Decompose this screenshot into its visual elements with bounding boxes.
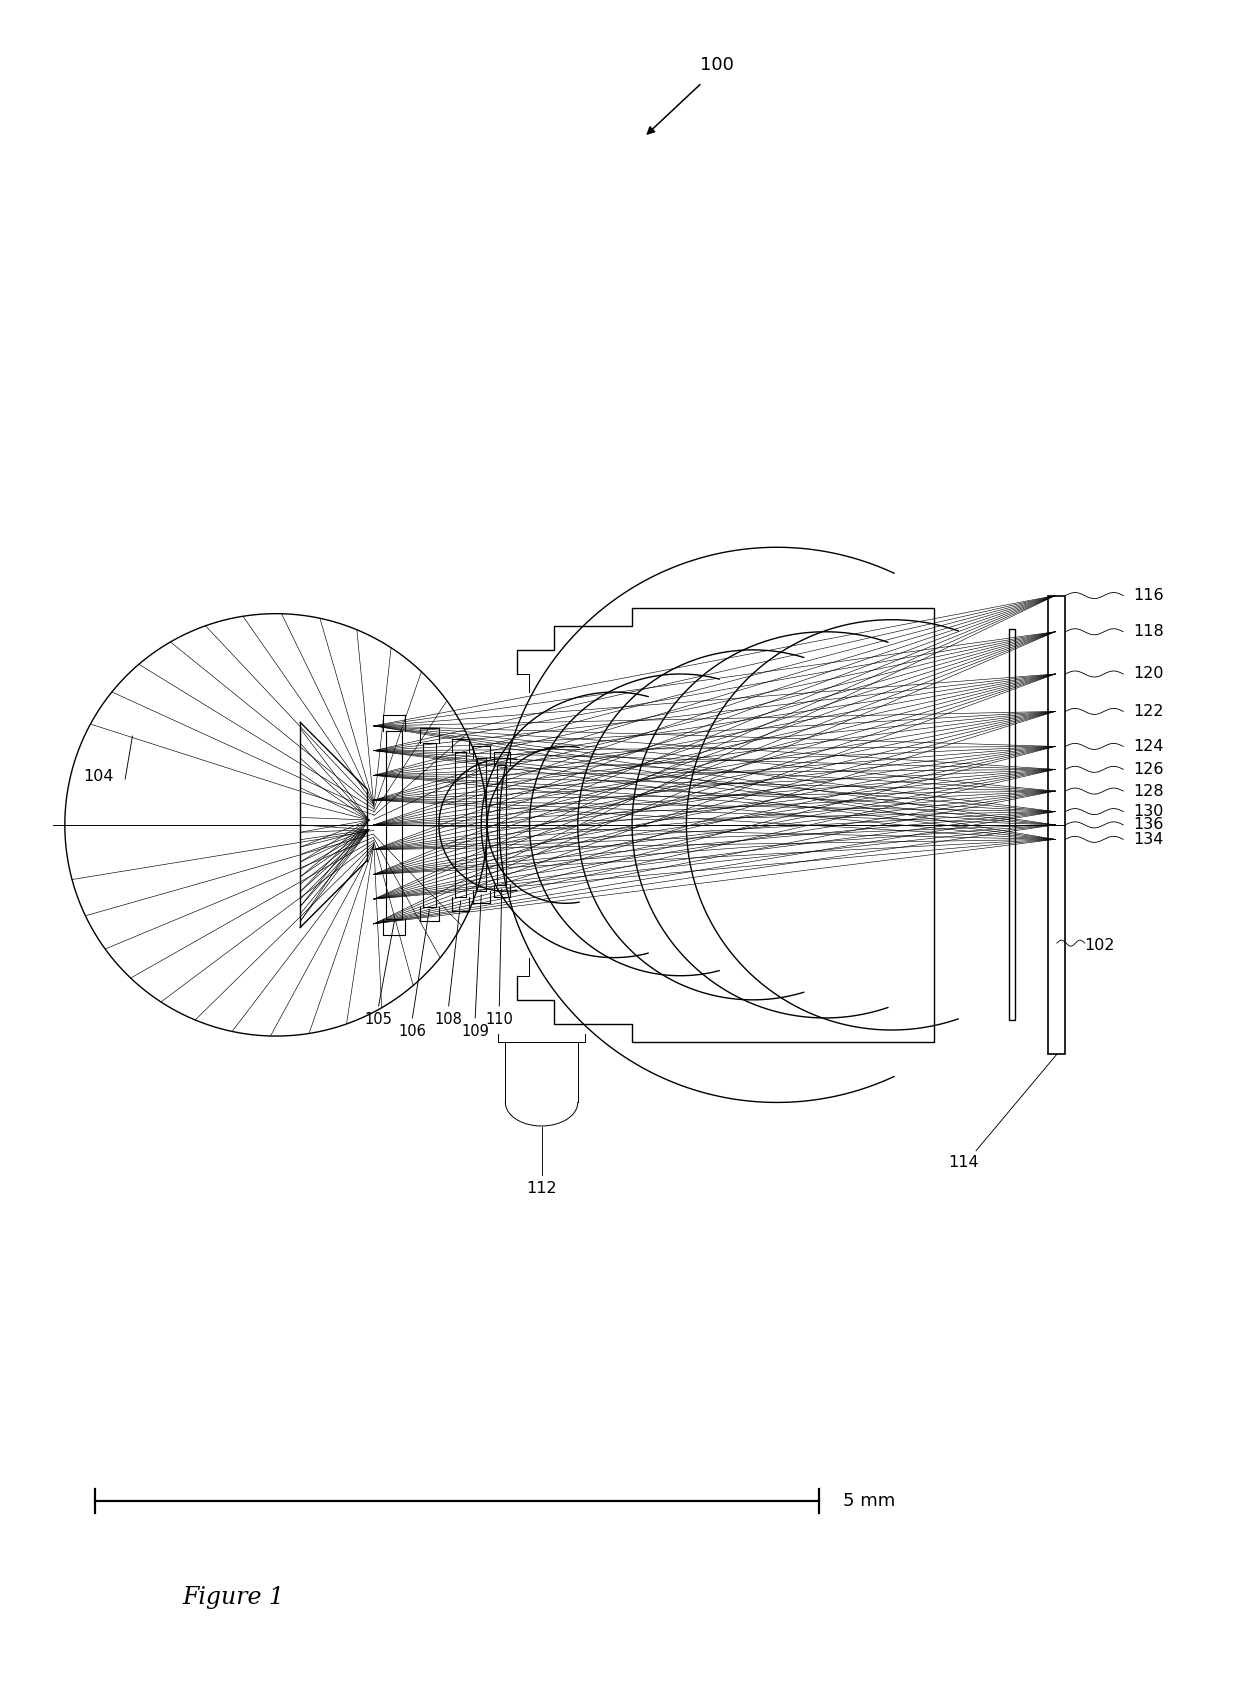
Text: 110: 110 <box>485 1012 513 1027</box>
Bar <box>1008 630 1016 1020</box>
Text: 5 mm: 5 mm <box>843 1493 895 1510</box>
Bar <box>1049 596 1065 1054</box>
Text: 109: 109 <box>461 1024 489 1039</box>
Text: 122: 122 <box>1133 705 1163 718</box>
Text: 128: 128 <box>1133 783 1163 798</box>
Text: Figure 1: Figure 1 <box>182 1586 285 1608</box>
Text: 120: 120 <box>1133 667 1163 681</box>
Text: 106: 106 <box>398 1024 427 1039</box>
Text: 134: 134 <box>1133 832 1163 847</box>
Text: 108: 108 <box>435 1012 463 1027</box>
Text: 130: 130 <box>1133 805 1163 818</box>
Text: 126: 126 <box>1133 762 1163 778</box>
Text: 124: 124 <box>1133 739 1163 754</box>
Text: 104: 104 <box>83 769 113 784</box>
Text: 112: 112 <box>526 1180 557 1195</box>
Text: 136: 136 <box>1133 817 1163 832</box>
Text: 118: 118 <box>1133 625 1163 638</box>
Text: 116: 116 <box>1133 588 1163 603</box>
Text: 100: 100 <box>699 56 734 73</box>
Text: 102: 102 <box>1085 937 1115 953</box>
Text: 105: 105 <box>365 1012 393 1027</box>
Text: 114: 114 <box>949 1155 980 1170</box>
